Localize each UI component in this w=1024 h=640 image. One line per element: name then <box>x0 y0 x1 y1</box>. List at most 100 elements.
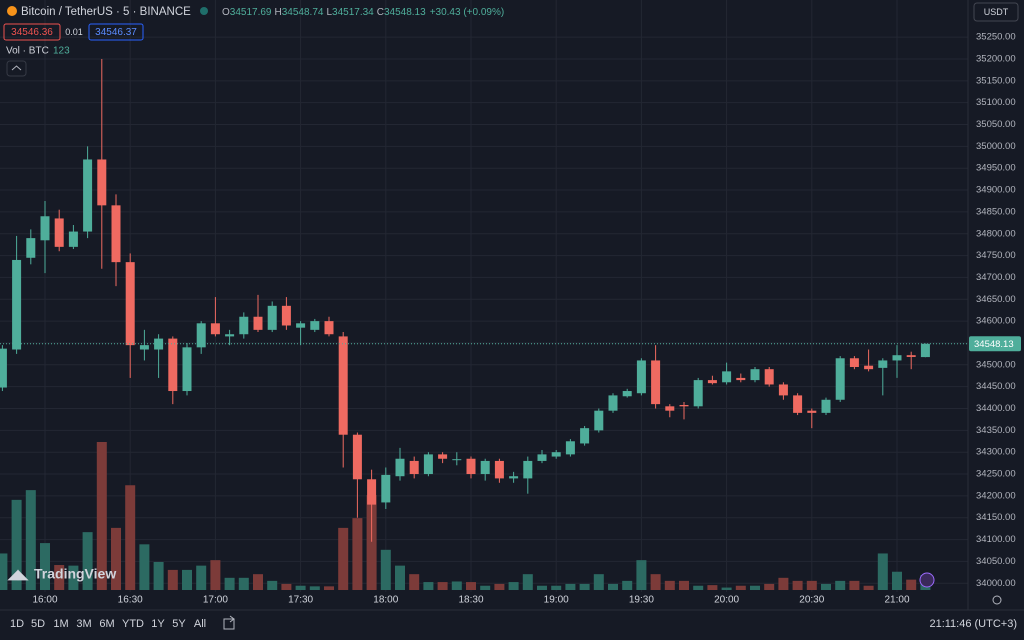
range-button[interactable]: 6M <box>99 618 114 630</box>
settings-icon[interactable] <box>992 595 1002 605</box>
volume-bar <box>111 527 121 590</box>
volume-bar <box>593 574 604 590</box>
x-tick-label: 17:00 <box>203 595 228 606</box>
candle-body <box>225 334 235 337</box>
range-button[interactable]: 5D <box>31 618 45 630</box>
candle-body <box>310 321 320 330</box>
currency[interactable]: USDT <box>984 7 1009 17</box>
x-tick-label: 19:30 <box>629 595 654 606</box>
range-button[interactable]: 1D <box>10 618 24 630</box>
candle-body <box>878 360 888 368</box>
candle-body <box>480 460 490 475</box>
candle-body <box>551 452 561 457</box>
volume-bar <box>494 583 505 590</box>
y-tick-label: 35250.00 <box>976 32 1016 43</box>
y-tick-label: 34900.00 <box>976 185 1016 196</box>
candle-body <box>778 384 788 396</box>
range-button[interactable]: 5Y <box>172 618 186 630</box>
goto-icon[interactable] <box>223 615 235 630</box>
volume-bar <box>96 442 107 590</box>
candle-body <box>736 377 746 381</box>
ask-box[interactable] <box>88 23 144 41</box>
volume-bar <box>679 580 689 590</box>
x-tick-label: 20:30 <box>799 595 824 606</box>
y-tick-label: 34250.00 <box>976 469 1016 480</box>
y-tick-label: 34600.00 <box>976 316 1016 327</box>
candle-body <box>423 454 433 475</box>
volume-bar <box>906 579 917 590</box>
y-tick-label: 35100.00 <box>976 97 1016 108</box>
volume-bar <box>309 586 320 590</box>
candle-body <box>125 262 135 346</box>
volume-value: 123 <box>53 46 70 57</box>
candle-body <box>97 159 107 206</box>
candle-body <box>452 459 462 461</box>
ask[interactable]: 34546.37 <box>95 27 137 38</box>
price-label: 34548.13 <box>974 339 1014 350</box>
volume-bar <box>821 583 831 590</box>
volume-bar <box>650 574 661 590</box>
volume-bar <box>224 577 235 590</box>
x-tick-label: 18:30 <box>458 595 483 606</box>
volume-bar <box>877 553 888 590</box>
chart-title: Bitcoin / TetherUS · 5 · BINANCE <box>21 6 191 18</box>
watermark: TradingView <box>34 566 116 582</box>
clock: 21:11:46 (UTC+3) <box>929 618 1017 630</box>
candle-body <box>168 338 178 392</box>
change: +30.43 (+0.09%) <box>430 7 505 18</box>
ohlc-value: 34517.34 <box>332 7 374 18</box>
volume-bar <box>366 494 377 590</box>
candle-body <box>565 441 575 455</box>
candle-body <box>438 454 448 459</box>
candle-body <box>281 305 291 326</box>
candle-body <box>0 348 7 388</box>
y-tick-label: 34000.00 <box>976 578 1016 589</box>
assistant-icon[interactable] <box>919 572 935 588</box>
bid[interactable]: 34546.36 <box>11 27 53 38</box>
collapse-icon <box>11 65 22 71</box>
candle-body <box>381 474 391 503</box>
volume-bar <box>267 580 278 590</box>
volume-bar <box>835 580 846 590</box>
y-tick-label: 34350.00 <box>976 425 1016 436</box>
range-button[interactable]: 1M <box>53 618 68 630</box>
range-button[interactable]: 1Y <box>151 618 165 630</box>
volume-label: Vol · BTC <box>6 46 49 57</box>
volume-bar <box>253 574 263 590</box>
range-button[interactable]: All <box>194 618 206 630</box>
volume-bar <box>721 587 732 590</box>
y-tick-label: 34800.00 <box>976 228 1016 239</box>
x-tick-label: 21:00 <box>884 595 909 606</box>
ohlc-value: 34548.13 <box>384 7 426 18</box>
volume-bar <box>210 560 221 590</box>
currency-button[interactable] <box>973 2 1019 22</box>
range-button[interactable]: 3M <box>76 618 91 630</box>
volume-bar <box>778 577 789 590</box>
candle-body <box>196 323 206 348</box>
candle-body <box>707 380 717 384</box>
candle-body <box>651 360 661 405</box>
bid-box[interactable] <box>3 23 61 41</box>
volume-bar <box>792 580 803 590</box>
candle-body <box>367 479 377 505</box>
candle-body <box>68 231 78 247</box>
volume-bar <box>324 586 334 590</box>
candle-body <box>580 428 590 444</box>
spread: 0.01 <box>65 27 83 37</box>
collapse-button[interactable] <box>6 60 27 77</box>
volume-bar <box>395 565 405 590</box>
candle-body <box>267 305 277 330</box>
volume-bar <box>806 580 817 590</box>
range-button[interactable]: YTD <box>122 618 144 630</box>
volume-bar <box>167 569 178 590</box>
ohlc-label: H <box>275 7 282 18</box>
volume-bar <box>849 580 860 590</box>
candle-body <box>920 343 930 358</box>
candle-body <box>537 454 547 461</box>
volume-bar <box>693 585 704 590</box>
y-tick-label: 34100.00 <box>976 534 1016 545</box>
x-tick-label: 16:00 <box>32 595 57 606</box>
x-tick-label: 20:00 <box>714 595 739 606</box>
